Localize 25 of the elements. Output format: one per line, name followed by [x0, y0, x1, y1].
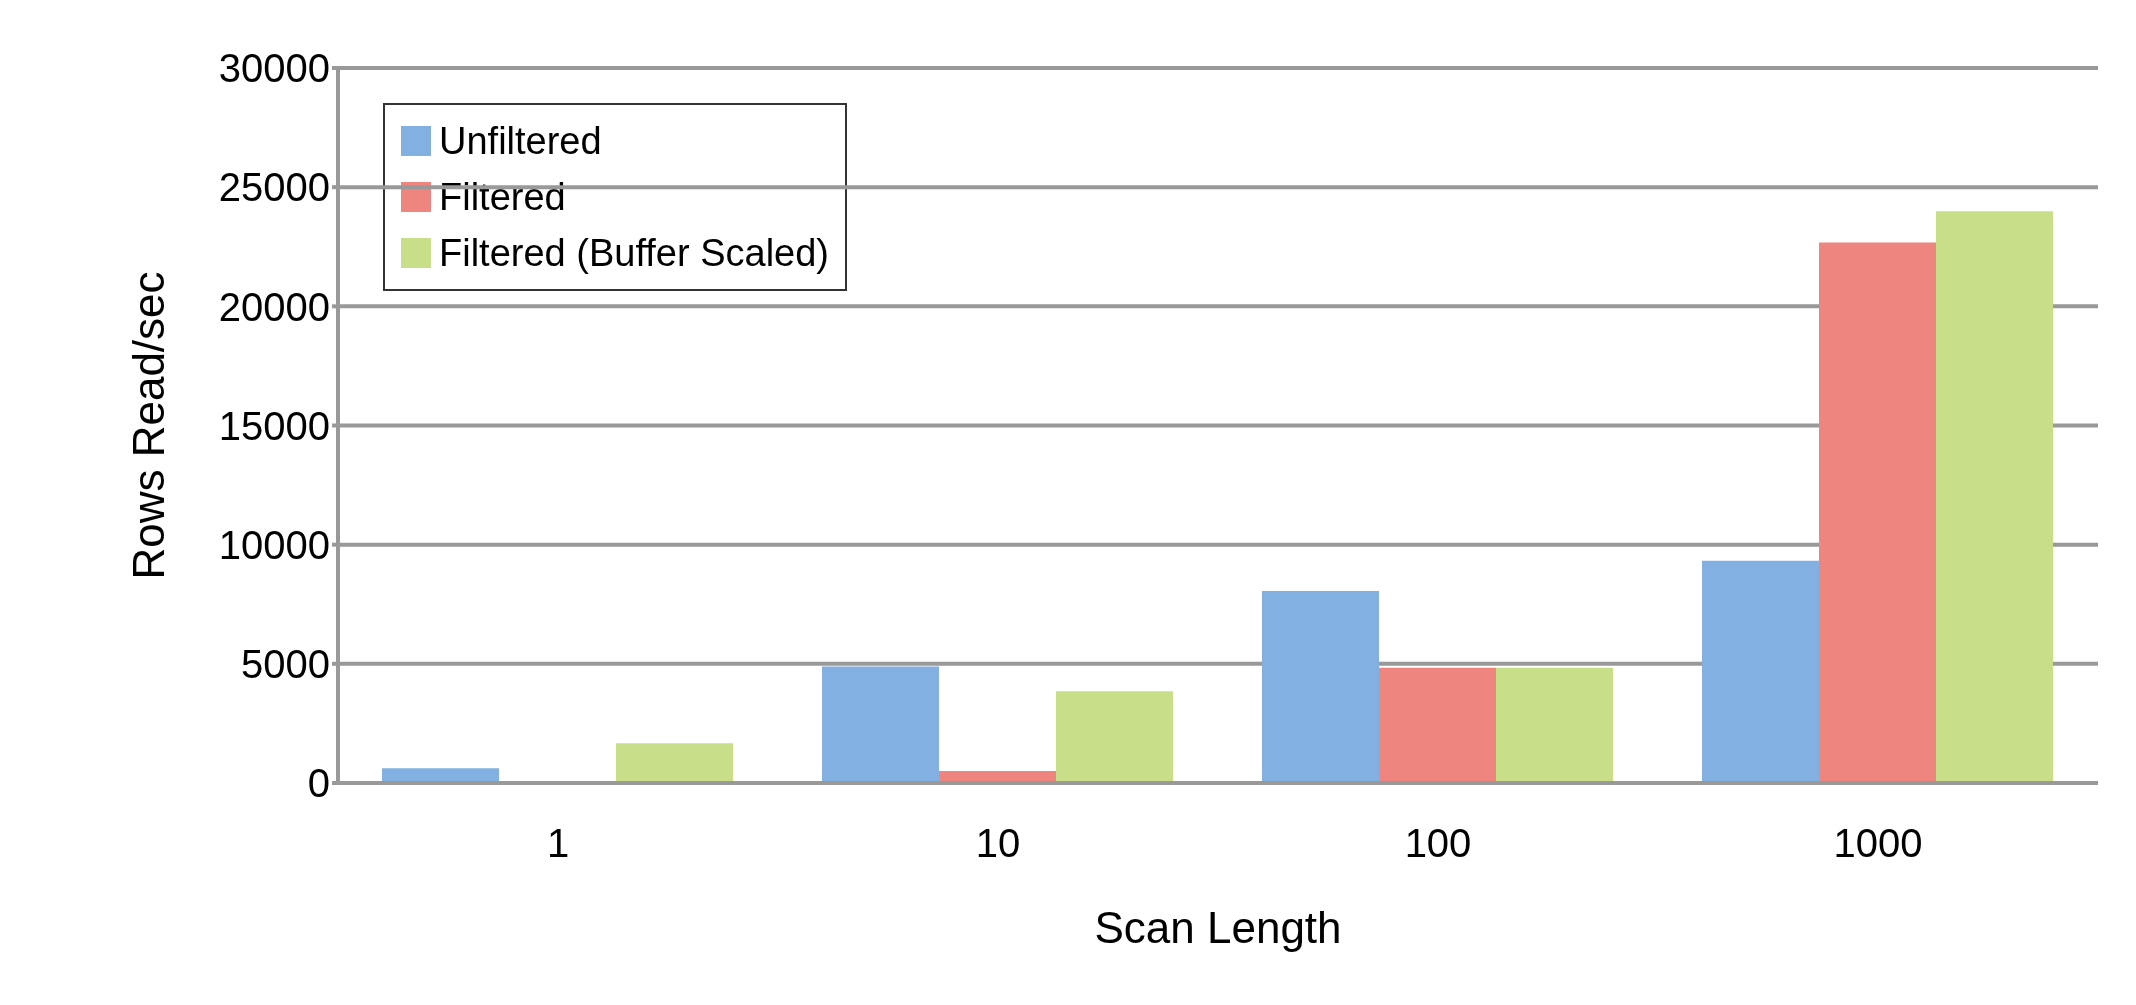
x-tick-label: 10: [975, 821, 1021, 866]
y-tick-label: 10000: [218, 522, 330, 567]
bar: [616, 743, 733, 783]
bar: [1936, 211, 2053, 783]
bar: [822, 666, 939, 783]
x-tick-label: 1000: [1833, 821, 1923, 866]
x-tick-label: 1: [546, 821, 570, 866]
legend-label: Filtered (Buffer Scaled): [439, 231, 830, 276]
legend-label: Filtered: [439, 175, 566, 220]
bar: [1819, 242, 1936, 783]
bar: [1056, 691, 1173, 783]
bar: [1379, 667, 1496, 783]
y-tick-label: 15000: [218, 403, 330, 448]
bar: [1262, 590, 1379, 783]
y-tick-label: 20000: [218, 284, 330, 329]
y-tick-label: 30000: [218, 46, 330, 91]
y-tick-label: 0: [307, 761, 330, 806]
y-tick-label: 5000: [241, 642, 330, 687]
y-tick-label: 25000: [218, 165, 330, 210]
legend-label: Unfiltered: [439, 119, 602, 164]
y-axis-title: Rows Read/sec: [123, 271, 173, 580]
x-axis-title: Scan Length: [1094, 903, 1342, 952]
bar: [1496, 667, 1613, 783]
bar: [1702, 560, 1819, 783]
x-tick-label: 100: [1404, 821, 1472, 866]
